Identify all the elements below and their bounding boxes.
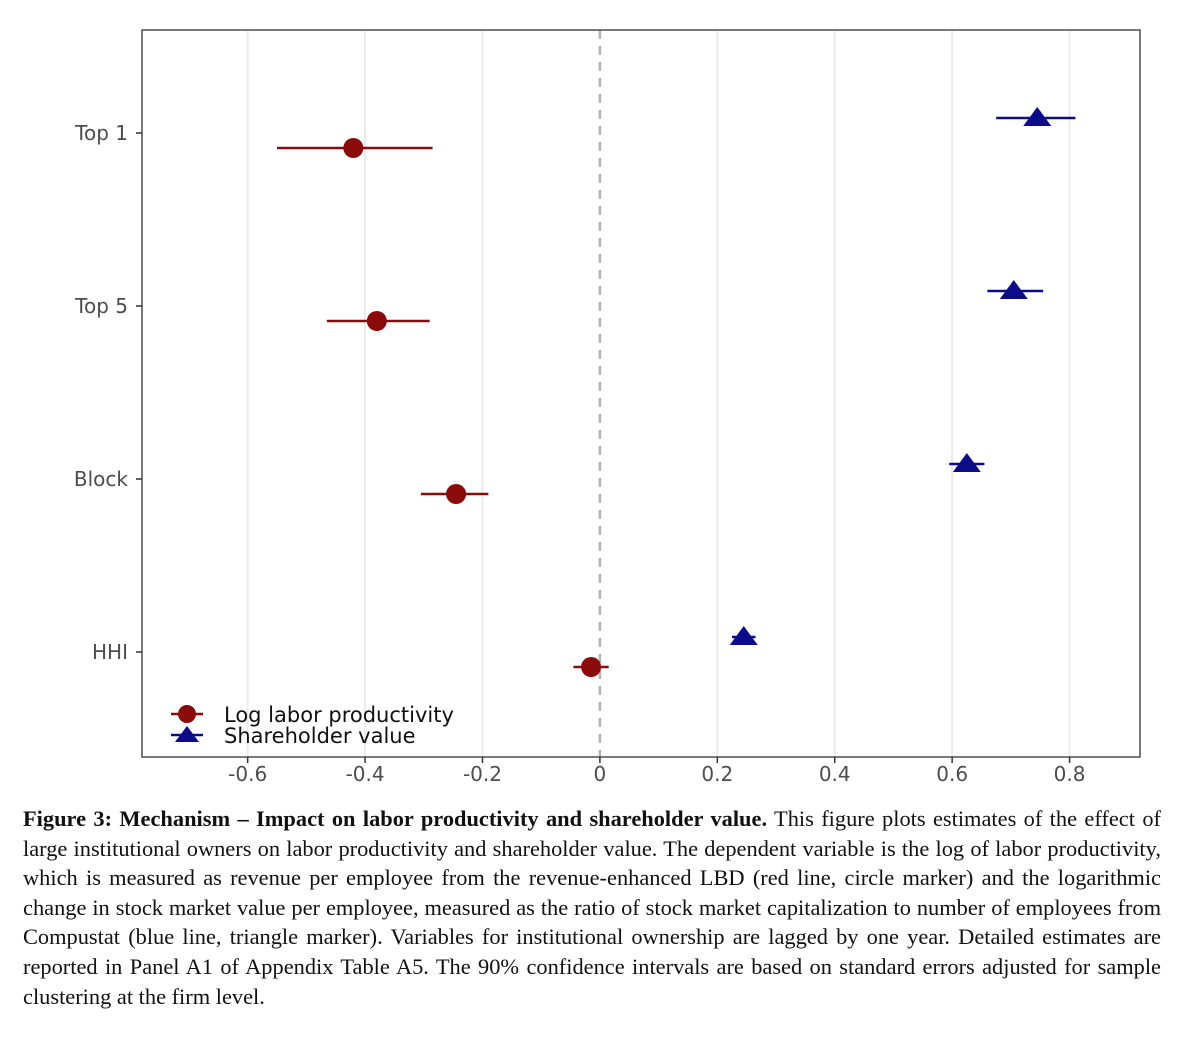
y-tick-label: HHI [92,640,128,664]
estimate-point [999,280,1028,299]
gridlines [246,30,1071,757]
caption-body: This figure plots estimates of the effec… [23,806,1161,1009]
x-tick-label: 0 [594,762,607,786]
x-tick-label: -0.6 [228,762,267,786]
y-axis: Top 1 Top 5 Block HHI [74,121,142,664]
y-tick-label: Block [74,467,129,491]
caption-title: Figure 3: Mechanism – Impact on labor pr… [23,806,768,831]
legend-label: Shareholder value [224,724,416,748]
x-axis: -0.6 -0.4 -0.2 0 0.2 0.4 0.6 0.8 [228,757,1085,786]
series-shareholder-value [729,107,1076,645]
series-layer [277,107,1076,677]
figure-caption: Figure 3: Mechanism – Impact on labor pr… [23,804,1161,1011]
y-tick-label: Top 5 [74,294,128,318]
x-tick-label: -0.2 [463,762,502,786]
estimate-point [581,657,602,677]
x-tick-label: 0.6 [936,762,968,786]
legend-label: Log labor productivity [224,703,454,727]
x-tick-label: 0.2 [701,762,733,786]
legend-key-marker [175,726,199,742]
coefficient-chart: Top 1 Top 5 Block HHI -0.6 -0.4 -0.2 0 0.2 0.4 0.… [74,29,1141,786]
plot-panel-border [141,29,1141,758]
estimate-point [729,626,758,645]
series-log-labor-productivity [277,138,609,677]
estimate-point [1023,107,1052,126]
estimate-point [446,484,467,504]
x-tick-label: 0.8 [1054,762,1086,786]
estimate-point [366,311,387,331]
estimate-point [343,138,364,158]
estimate-point [952,453,981,472]
y-tick-label: Top 1 [74,121,128,145]
legend-key-marker [178,705,196,723]
x-tick-label: -0.4 [346,762,385,786]
x-tick-label: 0.4 [819,762,851,786]
